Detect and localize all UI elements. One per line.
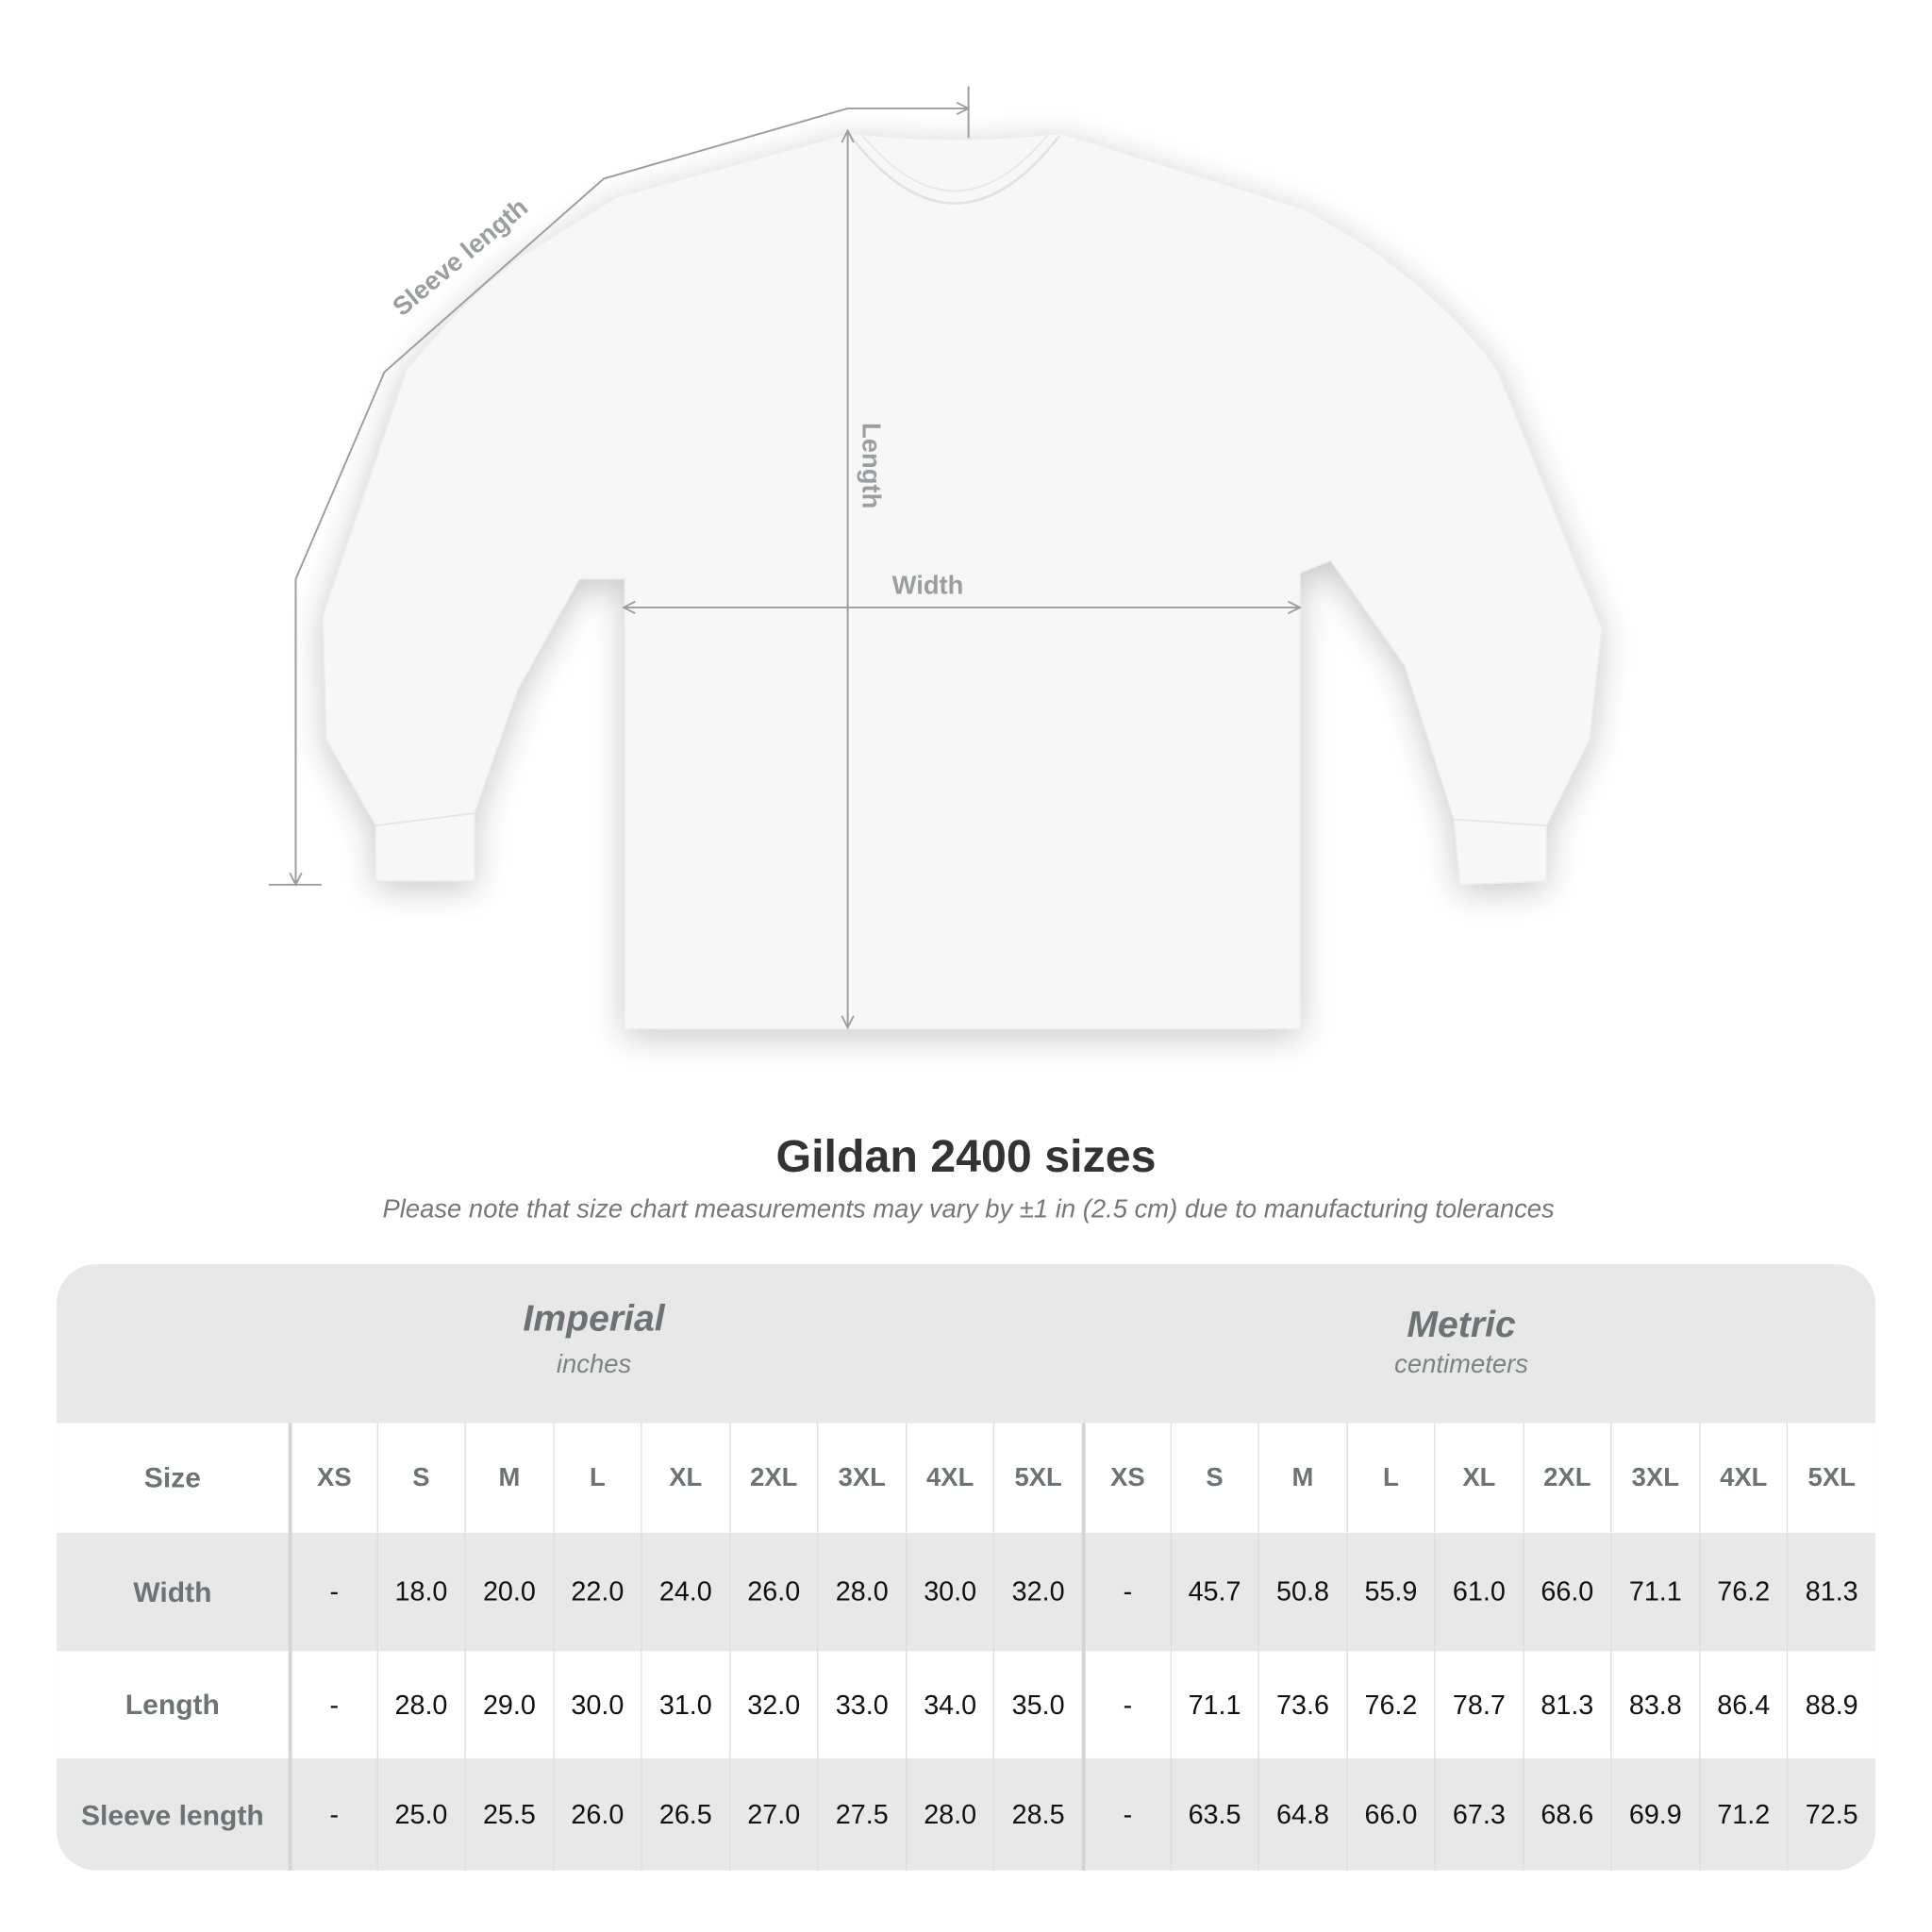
- size-header-metric: 5XL: [1787, 1423, 1874, 1533]
- imperial-value: 20.0: [464, 1532, 553, 1652]
- metric-value: 88.9: [1787, 1651, 1874, 1758]
- imperial-value: 28.0: [817, 1532, 905, 1652]
- metric-value: 73.6: [1257, 1651, 1346, 1758]
- metric-value: 81.3: [1787, 1532, 1874, 1652]
- row-label: Size: [143, 1461, 201, 1494]
- size-table: Imperial inches Metric centimeters Size X…: [57, 1264, 1875, 1871]
- size-header-imperial: 3XL: [817, 1423, 905, 1533]
- size-header-imperial: XS: [288, 1423, 376, 1533]
- table-row: Width -18.0 20.0 22.0 24.0 26.0 28.0 30.0 32.0-4…: [57, 1532, 1875, 1652]
- metric-title: Metric: [1407, 1305, 1516, 1346]
- cuff-right: [1454, 818, 1547, 827]
- imperial-value: 27.0: [728, 1757, 817, 1871]
- metric-value: 67.3: [1434, 1757, 1523, 1871]
- imperial-value: 29.0: [464, 1651, 553, 1758]
- size-header-imperial: M: [464, 1423, 553, 1533]
- imperial-value: 33.0: [817, 1651, 905, 1758]
- shirt-diagram: Sleeve length Length Width: [268, 86, 1603, 1030]
- size-header-metric: M: [1257, 1423, 1346, 1533]
- metric-unit: centimeters: [1394, 1350, 1528, 1379]
- imperial-value: 18.0: [376, 1532, 464, 1652]
- imperial-value: 30.0: [552, 1651, 641, 1758]
- metric-value: 71.1: [1610, 1532, 1698, 1652]
- size-header-metric: S: [1170, 1423, 1257, 1533]
- size-header-imperial: 2XL: [728, 1423, 817, 1533]
- imperial-value: 27.5: [817, 1757, 905, 1871]
- imperial-value: 31.0: [641, 1651, 728, 1758]
- chart-title: Gildan 2400 sizes: [775, 1131, 1157, 1182]
- imperial-value: -: [288, 1532, 376, 1652]
- sleeve-length-line: [295, 108, 968, 885]
- imperial-value: 30.0: [905, 1532, 993, 1652]
- imperial-value: 22.0: [552, 1532, 641, 1652]
- imperial-value: 28.0: [905, 1757, 993, 1871]
- metric-value: -: [1081, 1532, 1170, 1652]
- table-row: Length -28.0 29.0 30.0 31.0 32.0 33.0 34.0 35.0-…: [57, 1651, 1875, 1758]
- imperial-value: 26.0: [552, 1757, 641, 1871]
- metric-value: 68.6: [1522, 1757, 1610, 1871]
- metric-value: 71.2: [1698, 1757, 1787, 1871]
- metric-value: 86.4: [1698, 1651, 1787, 1758]
- metric-value: 66.0: [1522, 1532, 1610, 1652]
- metric-value: 72.5: [1787, 1757, 1874, 1871]
- imperial-value: 26.5: [641, 1757, 728, 1871]
- imperial-value: -: [288, 1651, 376, 1758]
- metric-value: -: [1081, 1651, 1170, 1758]
- table-row: Sleeve length -25.0 25.5 26.0 26.5 27.0 27.5 28…: [57, 1757, 1875, 1871]
- metric-value: 83.8: [1610, 1651, 1698, 1758]
- metric-value: 61.0: [1434, 1532, 1523, 1652]
- size-header-row: Size XS S M L XL 2XL 3XL 4XL 5XL XS S M L XL 2XL 3XL 4XL 5…: [57, 1423, 1875, 1533]
- metric-value: 78.7: [1434, 1651, 1523, 1758]
- metric-value: 45.7: [1170, 1532, 1257, 1652]
- size-header-metric: 4XL: [1698, 1423, 1787, 1533]
- tolerance-note: Please note that size chart measurements…: [382, 1194, 1555, 1224]
- metric-value: 76.2: [1698, 1532, 1787, 1652]
- imperial-title: Imperial: [523, 1298, 665, 1340]
- imperial-value: 25.0: [376, 1757, 464, 1871]
- width-label: Width: [892, 571, 964, 600]
- size-header-metric: XL: [1434, 1423, 1523, 1533]
- size-header-metric: L: [1346, 1423, 1434, 1533]
- size-header-imperial: S: [376, 1423, 464, 1533]
- imperial-value: 32.0: [993, 1532, 1081, 1652]
- length-label: Length: [857, 423, 886, 508]
- metric-value: 64.8: [1257, 1757, 1346, 1871]
- metric-value: 69.9: [1610, 1757, 1698, 1871]
- metric-value: -: [1081, 1757, 1170, 1871]
- imperial-unit: inches: [556, 1350, 632, 1379]
- row-label: Width: [133, 1574, 212, 1607]
- imperial-value: 35.0: [993, 1651, 1081, 1758]
- imperial-value: 32.0: [728, 1651, 817, 1758]
- metric-value: 50.8: [1257, 1532, 1346, 1652]
- size-header-metric: 3XL: [1610, 1423, 1698, 1533]
- metric-value: 63.5: [1170, 1757, 1257, 1871]
- metric-value: 55.9: [1346, 1532, 1434, 1652]
- imperial-value: 34.0: [905, 1651, 993, 1758]
- metric-value: 71.1: [1170, 1651, 1257, 1758]
- size-header-metric: 2XL: [1522, 1423, 1610, 1533]
- row-label: Length: [125, 1688, 220, 1721]
- metric-value: 76.2: [1346, 1651, 1434, 1758]
- metric-value: 66.0: [1346, 1757, 1434, 1871]
- imperial-value: 28.5: [993, 1757, 1081, 1871]
- size-header-imperial: XL: [641, 1423, 728, 1533]
- size-header-imperial: 4XL: [905, 1423, 993, 1533]
- imperial-value: -: [288, 1757, 376, 1871]
- imperial-value: 28.0: [376, 1651, 464, 1758]
- size-header-metric: XS: [1081, 1423, 1170, 1533]
- row-label: Sleeve length: [81, 1798, 264, 1831]
- metric-value: 81.3: [1522, 1651, 1610, 1758]
- size-header-imperial: L: [552, 1423, 641, 1533]
- imperial-value: 26.0: [728, 1532, 817, 1652]
- imperial-value: 24.0: [641, 1532, 728, 1652]
- imperial-value: 25.5: [464, 1757, 553, 1871]
- size-header-imperial: 5XL: [993, 1423, 1081, 1533]
